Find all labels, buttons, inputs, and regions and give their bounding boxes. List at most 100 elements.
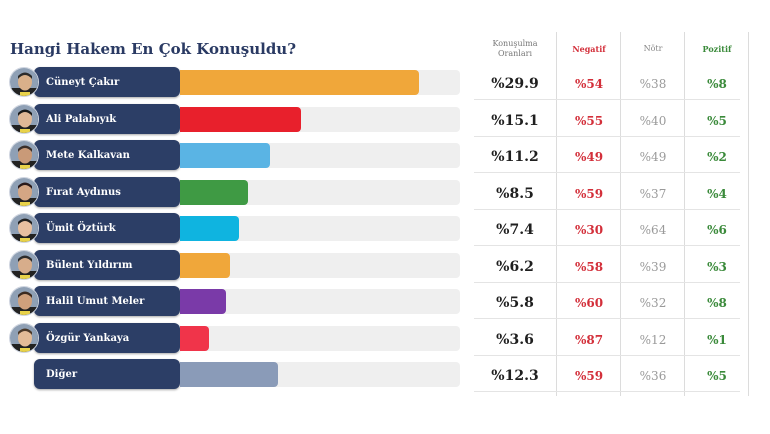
negative-value: %30 [574,223,604,237]
neutral-value: %38 [639,77,667,91]
conversation-rate-value: %8.5 [496,186,534,202]
row-divider [474,136,740,137]
header-neutral: Nötr [643,44,663,53]
table-row: Fırat Aydınus %8.5 %59 %37 %4 [0,177,770,207]
bar-2 [180,143,270,168]
bar-4 [180,216,239,241]
referee-name-label: Bülent Yıldırım [34,250,180,280]
positive-value: %8 [707,77,727,91]
referee-avatar [9,213,39,243]
neutral-value: %40 [639,114,667,128]
referee-avatar [9,286,39,316]
positive-value: %1 [707,333,727,347]
conversation-rate-value: %3.6 [496,332,534,348]
referee-name-label: Fırat Aydınus [34,177,180,207]
row-divider [474,99,740,100]
negative-value: %55 [574,114,604,128]
bar-track [180,289,460,314]
neutral-value: %49 [639,150,667,164]
bar-track [180,362,460,387]
row-divider [474,318,740,319]
referee-name-label: Cüneyt Çakır [34,67,180,97]
negative-value: %59 [574,369,604,383]
row-divider [474,282,740,283]
row-divider [474,172,740,173]
referee-name-label: Diğer [34,359,180,389]
bar-track [180,253,460,278]
positive-value: %2 [707,150,727,164]
conversation-rate-value: %7.4 [496,222,534,238]
referee-avatar [9,250,39,280]
referee-name-label: Mete Kalkavan [34,140,180,170]
column-divider [684,32,685,396]
table-row: Ali Palabıyık %15.1 %55 %40 %5 [0,104,770,134]
neutral-value: %39 [639,260,667,274]
positive-value: %8 [707,296,727,310]
header-positive: Pozitif [702,44,732,54]
row-divider [474,209,740,210]
negative-value: %54 [574,77,604,91]
bar-1 [180,107,301,132]
conversation-rate-value: %12.3 [491,368,539,384]
referee-avatar [9,177,39,207]
table-row: Halil Umut Meler %5.8 %60 %32 %8 [0,286,770,316]
table-row: Diğer %12.3 %59 %36 %5 [0,359,770,389]
column-divider [748,32,749,396]
chart-title: Hangi Hakem En Çok Konuşuldu? [10,40,297,58]
bar-track [180,216,460,241]
bar-track [180,180,460,205]
positive-value: %5 [707,114,727,128]
row-divider [474,355,740,356]
negative-value: %58 [574,260,604,274]
conversation-rate-value: %29.9 [491,76,539,92]
table-row: Cüneyt Çakır %29.9 %54 %38 %8 [0,67,770,97]
neutral-value: %32 [639,296,667,310]
header-conversation-line1: Konuşulma [492,39,538,48]
bar-8 [180,362,278,387]
referee-avatar [9,104,39,134]
bar-track [180,70,460,95]
header-negative: Negatif [572,44,606,54]
header-conversation-rate: Konuşulma Oranları [474,34,556,64]
neutral-value: %37 [639,187,667,201]
row-divider [474,391,740,392]
bar-track [180,326,460,351]
bar-track [180,143,460,168]
column-divider [620,32,621,396]
bar-6 [180,289,226,314]
neutral-value: %36 [639,369,667,383]
conversation-rate-value: %6.2 [496,259,534,275]
negative-value: %59 [574,187,604,201]
negative-value: %87 [574,333,604,347]
conversation-rate-value: %11.2 [491,149,539,165]
row-divider [474,245,740,246]
bar-3 [180,180,248,205]
positive-value: %3 [707,260,727,274]
referee-avatar [9,323,39,353]
conversation-rate-value: %5.8 [496,295,534,311]
header-conversation-line2: Oranları [497,49,532,58]
negative-value: %60 [574,296,604,310]
positive-value: %6 [707,223,727,237]
referee-name-label: Ümit Öztürk [34,213,180,243]
bar-0 [180,70,419,95]
bar-5 [180,253,230,278]
negative-value: %49 [574,150,604,164]
table-row: Bülent Yıldırım %6.2 %58 %39 %3 [0,250,770,280]
referee-name-label: Özgür Yankaya [34,323,180,353]
neutral-value: %64 [639,223,667,237]
bar-track [180,107,460,132]
table-row: Mete Kalkavan %11.2 %49 %49 %2 [0,140,770,170]
referee-avatar [9,67,39,97]
table-row: Özgür Yankaya %3.6 %87 %12 %1 [0,323,770,353]
referee-avatar [9,140,39,170]
table-row: Ümit Öztürk %7.4 %30 %64 %6 [0,213,770,243]
column-divider [556,32,557,396]
neutral-value: %12 [639,333,667,347]
referee-name-label: Halil Umut Meler [34,286,180,316]
positive-value: %4 [707,187,727,201]
referee-name-label: Ali Palabıyık [34,104,180,134]
positive-value: %5 [707,369,727,383]
bar-7 [180,326,209,351]
conversation-rate-value: %15.1 [491,113,539,129]
